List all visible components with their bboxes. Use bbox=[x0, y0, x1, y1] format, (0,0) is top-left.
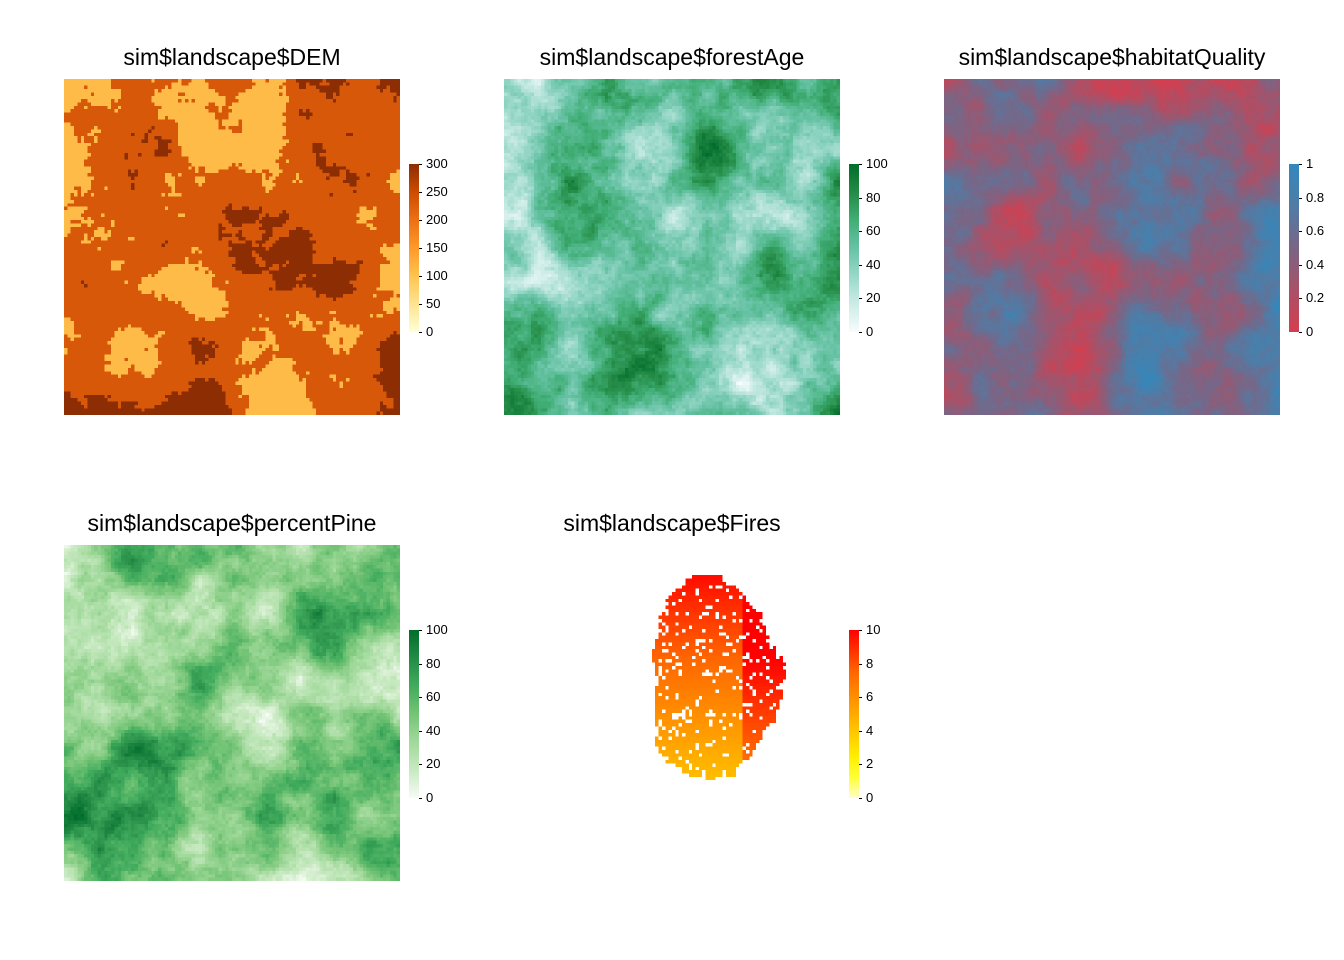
legend-tick-label: 0 bbox=[1306, 324, 1314, 339]
legend-tick-label: 100 bbox=[426, 622, 448, 637]
legend-tick-mark bbox=[859, 164, 862, 165]
legend-tick-label: 300 bbox=[426, 156, 448, 171]
legend-tick-mark bbox=[419, 730, 422, 732]
legend-tick-mark bbox=[419, 630, 422, 631]
legend-tick-label: 0.4 bbox=[1306, 256, 1325, 272]
legend-tick-mark bbox=[419, 304, 422, 305]
legend-tick-label: 40 bbox=[426, 722, 441, 738]
legend-tick-label: 8 bbox=[866, 655, 874, 671]
legend-tick-mark bbox=[859, 663, 862, 665]
legend-colorbar bbox=[409, 630, 419, 798]
raster-dem bbox=[64, 79, 400, 415]
legend-tick-mark bbox=[859, 798, 862, 799]
legend-tick-mark bbox=[859, 764, 862, 766]
legend-tick-mark bbox=[859, 264, 862, 266]
legend-tick-mark bbox=[1299, 264, 1302, 266]
legend-tick-label: 0.2 bbox=[1306, 290, 1325, 306]
legend-tick-label: 60 bbox=[866, 223, 881, 239]
legend-tick-label: 80 bbox=[866, 189, 881, 205]
legend-colorbar bbox=[1289, 164, 1299, 332]
legend-tick-label: 250 bbox=[426, 184, 448, 199]
map-title: sim$landscape$DEM bbox=[123, 44, 341, 70]
legend-tick-mark bbox=[419, 764, 422, 766]
legend-colorbar bbox=[849, 164, 859, 332]
raster-forest-age bbox=[504, 79, 840, 415]
legend-tick-label: 20 bbox=[866, 290, 881, 306]
raster-fires bbox=[504, 545, 840, 881]
legend-tick-mark bbox=[859, 197, 862, 199]
map-title: sim$landscape$percentPine bbox=[87, 510, 377, 536]
legend-tick-label: 0 bbox=[866, 790, 874, 805]
legend-tick-mark bbox=[1299, 164, 1302, 165]
legend-tick-label: 6 bbox=[866, 689, 874, 705]
legend-tick-label: 40 bbox=[866, 256, 881, 272]
raster-habitat-quality bbox=[944, 79, 1280, 415]
raster-percent-pine bbox=[64, 545, 400, 881]
panel-dem: sim$landscape$DEM 0 50 100 150 200 250 300 bbox=[64, 44, 484, 464]
legend-tick-label: 60 bbox=[426, 689, 441, 705]
legend-tick-label: 0 bbox=[426, 790, 434, 805]
legend-tick-label: 200 bbox=[426, 212, 448, 227]
legend-tick-label: 1 bbox=[1306, 156, 1314, 171]
legend-tick-label: 20 bbox=[426, 756, 441, 772]
map-title: sim$landscape$Fires bbox=[563, 510, 781, 536]
legend-tick-mark bbox=[859, 332, 862, 333]
legend-tick-label: 0.6 bbox=[1306, 223, 1325, 239]
legend-tick-label: 80 bbox=[426, 655, 441, 671]
legend-tick-label: 0 bbox=[866, 324, 874, 339]
legend-tick-mark bbox=[1299, 197, 1302, 199]
legend-tick-mark bbox=[1299, 332, 1302, 333]
panel-habitat-quality: sim$landscape$habitatQuality 0 0.2 0.4 0.6 0… bbox=[944, 44, 1344, 464]
legend-tick-mark bbox=[859, 231, 862, 233]
legend-tick-mark bbox=[419, 220, 422, 221]
legend-tick-mark bbox=[419, 164, 422, 165]
legend-tick-mark bbox=[859, 298, 862, 300]
legend-tick-label: 150 bbox=[426, 240, 448, 255]
legend-tick-label: 4 bbox=[866, 722, 874, 738]
legend-tick-mark bbox=[1299, 231, 1302, 233]
panel-forest-age: sim$landscape$forestAge 0 20 40 60 80 100 bbox=[504, 44, 924, 464]
legend-tick-label: 0 bbox=[426, 324, 434, 339]
legend-tick-label: 100 bbox=[866, 156, 888, 171]
legend-tick-mark bbox=[419, 697, 422, 699]
legend-tick-label: 10 bbox=[866, 622, 881, 637]
legend-tick-mark bbox=[1299, 298, 1302, 300]
legend-tick-label: 2 bbox=[866, 756, 874, 772]
map-title: sim$landscape$forestAge bbox=[539, 44, 805, 70]
legend-tick-mark bbox=[419, 192, 422, 193]
legend-tick-mark bbox=[419, 332, 422, 333]
legend-tick-label: 100 bbox=[426, 268, 448, 283]
legend-tick-mark bbox=[419, 248, 422, 249]
legend-tick-label: 0.8 bbox=[1306, 189, 1325, 205]
legend-colorbar bbox=[409, 164, 419, 332]
legend-tick-mark bbox=[419, 798, 422, 799]
legend-colorbar bbox=[849, 630, 859, 798]
panel-percent-pine: sim$landscape$percentPine 0 20 40 60 80 100 bbox=[64, 510, 484, 930]
legend-tick-mark bbox=[419, 276, 422, 277]
legend-tick-mark bbox=[419, 663, 422, 665]
legend-tick-mark bbox=[859, 697, 862, 699]
legend-tick-label: 50 bbox=[426, 296, 441, 311]
legend-tick-mark bbox=[859, 630, 862, 631]
panel-fires: sim$landscape$Fires 0 2 4 6 8 10 bbox=[504, 510, 924, 930]
map-title: sim$landscape$habitatQuality bbox=[958, 44, 1266, 70]
legend-tick-mark bbox=[859, 730, 862, 732]
